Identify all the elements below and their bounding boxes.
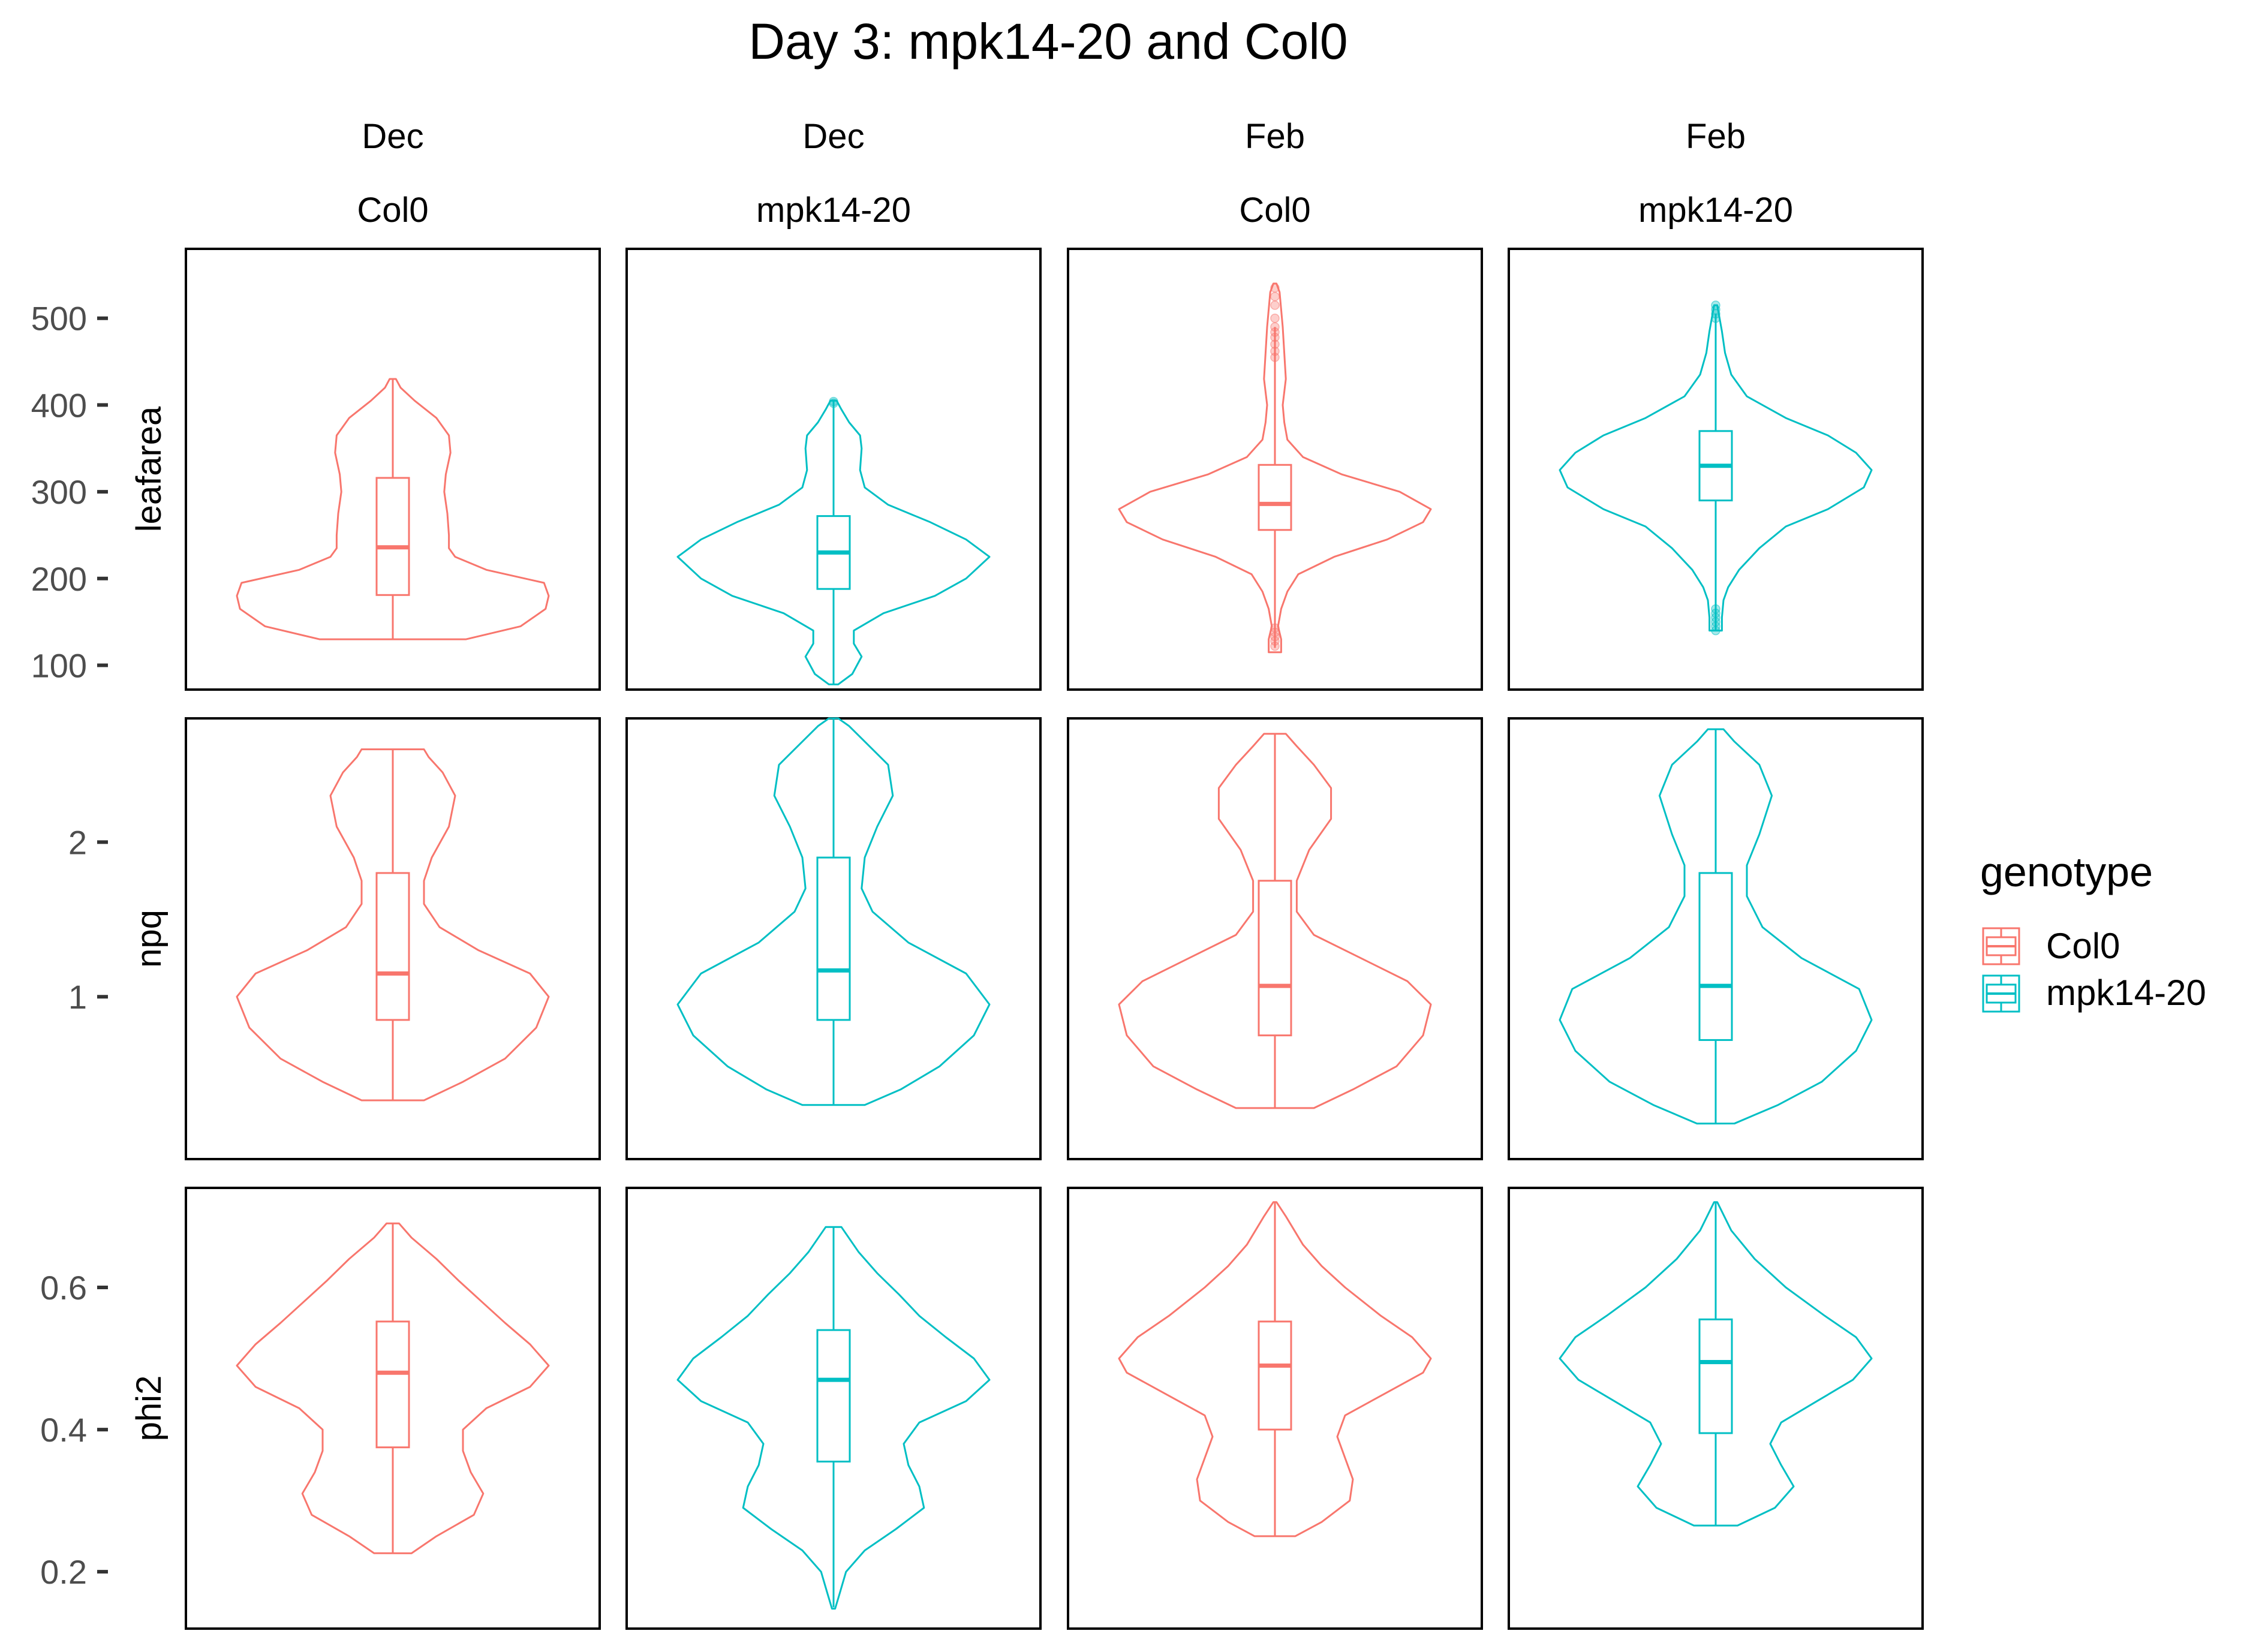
box-iqr <box>1258 464 1292 531</box>
legend-label-mpk14-20: mpk14-20 <box>2046 973 2206 1013</box>
y-tick-label-leafarea-4: 500 <box>31 300 87 338</box>
outlier-point-14 <box>1270 283 1280 293</box>
y-tick-label-phi2-1: 0.4 <box>40 1411 87 1449</box>
outlier-point-4 <box>1270 623 1280 633</box>
facet-strip-labels: Dec Col0 Dec mpk14-20 Feb Col0 Feb mpk14-20 <box>357 117 1793 230</box>
box-iqr <box>816 1329 851 1463</box>
panel-leafarea-1 <box>625 248 1042 691</box>
facet-label-genotype-0: Col0 <box>357 191 428 230</box>
violin-Col0 <box>236 1222 550 1554</box>
violin-mpk14-20 <box>1559 728 1873 1125</box>
violin-Col0 <box>236 378 550 640</box>
panel-npq-1 <box>625 717 1042 1160</box>
box-iqr <box>375 1320 410 1449</box>
facet-label-genotype-1: mpk14-20 <box>756 191 911 230</box>
outlier-point-9 <box>1270 327 1280 337</box>
box-iqr <box>816 856 851 1021</box>
outlier-point-7 <box>1270 339 1280 349</box>
y-tick-label-npq-0: 1 <box>68 978 87 1016</box>
box-iqr <box>1258 1320 1292 1431</box>
violin-Col0 <box>1118 733 1432 1109</box>
facet-label-genotype-2: Col0 <box>1239 191 1310 230</box>
outlier-point-6 <box>1270 346 1280 356</box>
violin-mpk14-20 <box>1559 1201 1873 1527</box>
y-tick-label-npq-1: 2 <box>68 823 87 861</box>
outlier-point-8 <box>1270 332 1280 342</box>
legend-label-col0: Col0 <box>2046 926 2120 966</box>
y-tick-label-phi2-0: 0.2 <box>40 1553 87 1591</box>
violin-Col0 <box>236 748 550 1102</box>
violin-mpk14-20 <box>676 1226 991 1610</box>
facet-panels <box>185 248 1924 1630</box>
outlier-point-10 <box>1270 322 1280 332</box>
y-tick-label-phi2-2: 0.6 <box>40 1269 87 1307</box>
violin-mpk14-20 <box>676 717 991 1106</box>
panel-phi2-2 <box>1067 1187 1483 1630</box>
facet-label-month-3: Feb <box>1686 117 1746 156</box>
y-axis-label-leafarea: leafarea <box>130 406 169 532</box>
panel-npq-3 <box>1508 717 1924 1160</box>
facet-label-month-1: Dec <box>802 117 864 156</box>
y-tick-label-leafarea-3: 400 <box>31 386 87 424</box>
panel-phi2-0 <box>185 1187 601 1630</box>
box-iqr <box>375 872 410 1021</box>
legend-key-mpk14-20: mpk14-20 <box>1982 973 2206 1013</box>
facet-label-month-2: Feb <box>1245 117 1305 156</box>
outlier-point-13 <box>1270 291 1280 302</box>
panel-phi2-3 <box>1508 1187 1924 1630</box>
facet-label-month-0: Dec <box>362 117 423 156</box>
y-tick-label-leafarea-1: 200 <box>31 560 87 598</box>
box-iqr <box>1698 872 1733 1041</box>
y-axis-label-npq: npq <box>130 910 169 968</box>
box-iqr <box>375 477 410 596</box>
box-iqr <box>1258 880 1292 1037</box>
panel-leafarea-3 <box>1508 248 1924 691</box>
y-tick-label-leafarea-0: 100 <box>31 646 87 684</box>
panel-phi2-1 <box>625 1187 1042 1630</box>
outlier-point-12 <box>1270 300 1280 310</box>
outlier-point-11 <box>1270 313 1280 323</box>
panel-leafarea-2 <box>1067 248 1483 691</box>
outlier-point-0 <box>1270 641 1280 651</box>
panel-npq-0 <box>185 717 601 1160</box>
facet-label-genotype-3: mpk14-20 <box>1638 191 1793 230</box>
legend: genotype Col0 mpk14-20 <box>1980 848 2206 1013</box>
box-iqr <box>1698 1318 1733 1434</box>
panel-npq-2 <box>1067 717 1483 1160</box>
outlier-point-1 <box>829 396 838 407</box>
panel-leafarea-0 <box>185 248 601 691</box>
outlier-point-5 <box>1711 604 1720 614</box>
outlier-point-9 <box>1711 300 1720 310</box>
legend-title: genotype <box>1980 848 2153 895</box>
y-axis-label-phi2: phi2 <box>130 1376 169 1442</box>
chart-title: Day 3: mpk14-20 and Col0 <box>748 13 1347 70</box>
y-tick-label-leafarea-2: 300 <box>31 473 87 511</box>
violin-Col0 <box>1118 1201 1432 1537</box>
legend-key-col0: Col0 <box>1982 926 2120 966</box>
